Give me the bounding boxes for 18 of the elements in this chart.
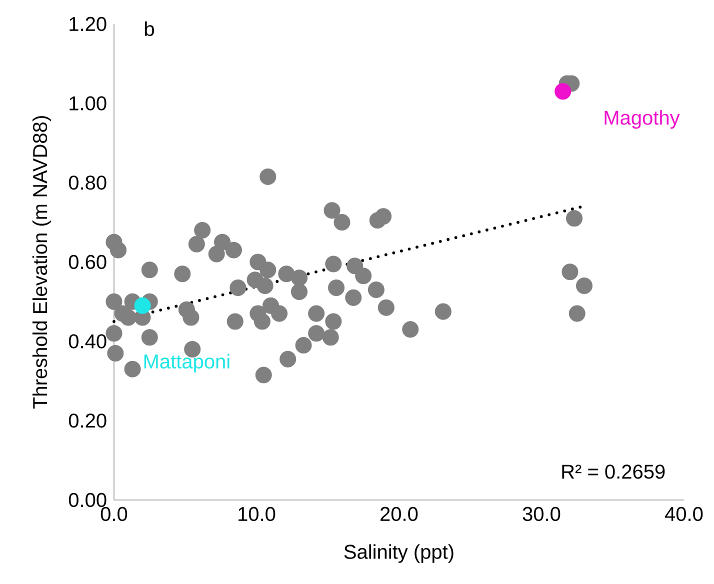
- y-tick-label: 0.40: [68, 334, 106, 348]
- y-tick-label: 0.80: [68, 176, 106, 190]
- x-tick-label: 10.0: [238, 506, 276, 522]
- annotation: R² = 0.2659: [562, 464, 665, 479]
- y-tick-label: 0.00: [68, 492, 106, 508]
- y-tick-label: 0.20: [68, 414, 106, 428]
- x-tick-label: 0.0: [100, 506, 128, 522]
- y-tick-label: 1.20: [70, 16, 106, 32]
- x-tick-label: 30.0: [522, 506, 560, 522]
- y-tick-label: 1.00: [70, 96, 106, 110]
- annotation: b: [145, 21, 154, 36]
- x-tick-label: 20.0: [380, 506, 418, 522]
- x-tick-label: 40.0: [664, 506, 703, 522]
- text: Mattaponi: [144, 354, 230, 373]
- y-tick-label: 0.60: [68, 254, 106, 270]
- series-label: Magothy: [604, 110, 680, 129]
- x-axis-title: Salinity (ppt): [344, 544, 454, 563]
- y-axis-title: Threshold Elevation (m NAVD88): [32, 116, 52, 409]
